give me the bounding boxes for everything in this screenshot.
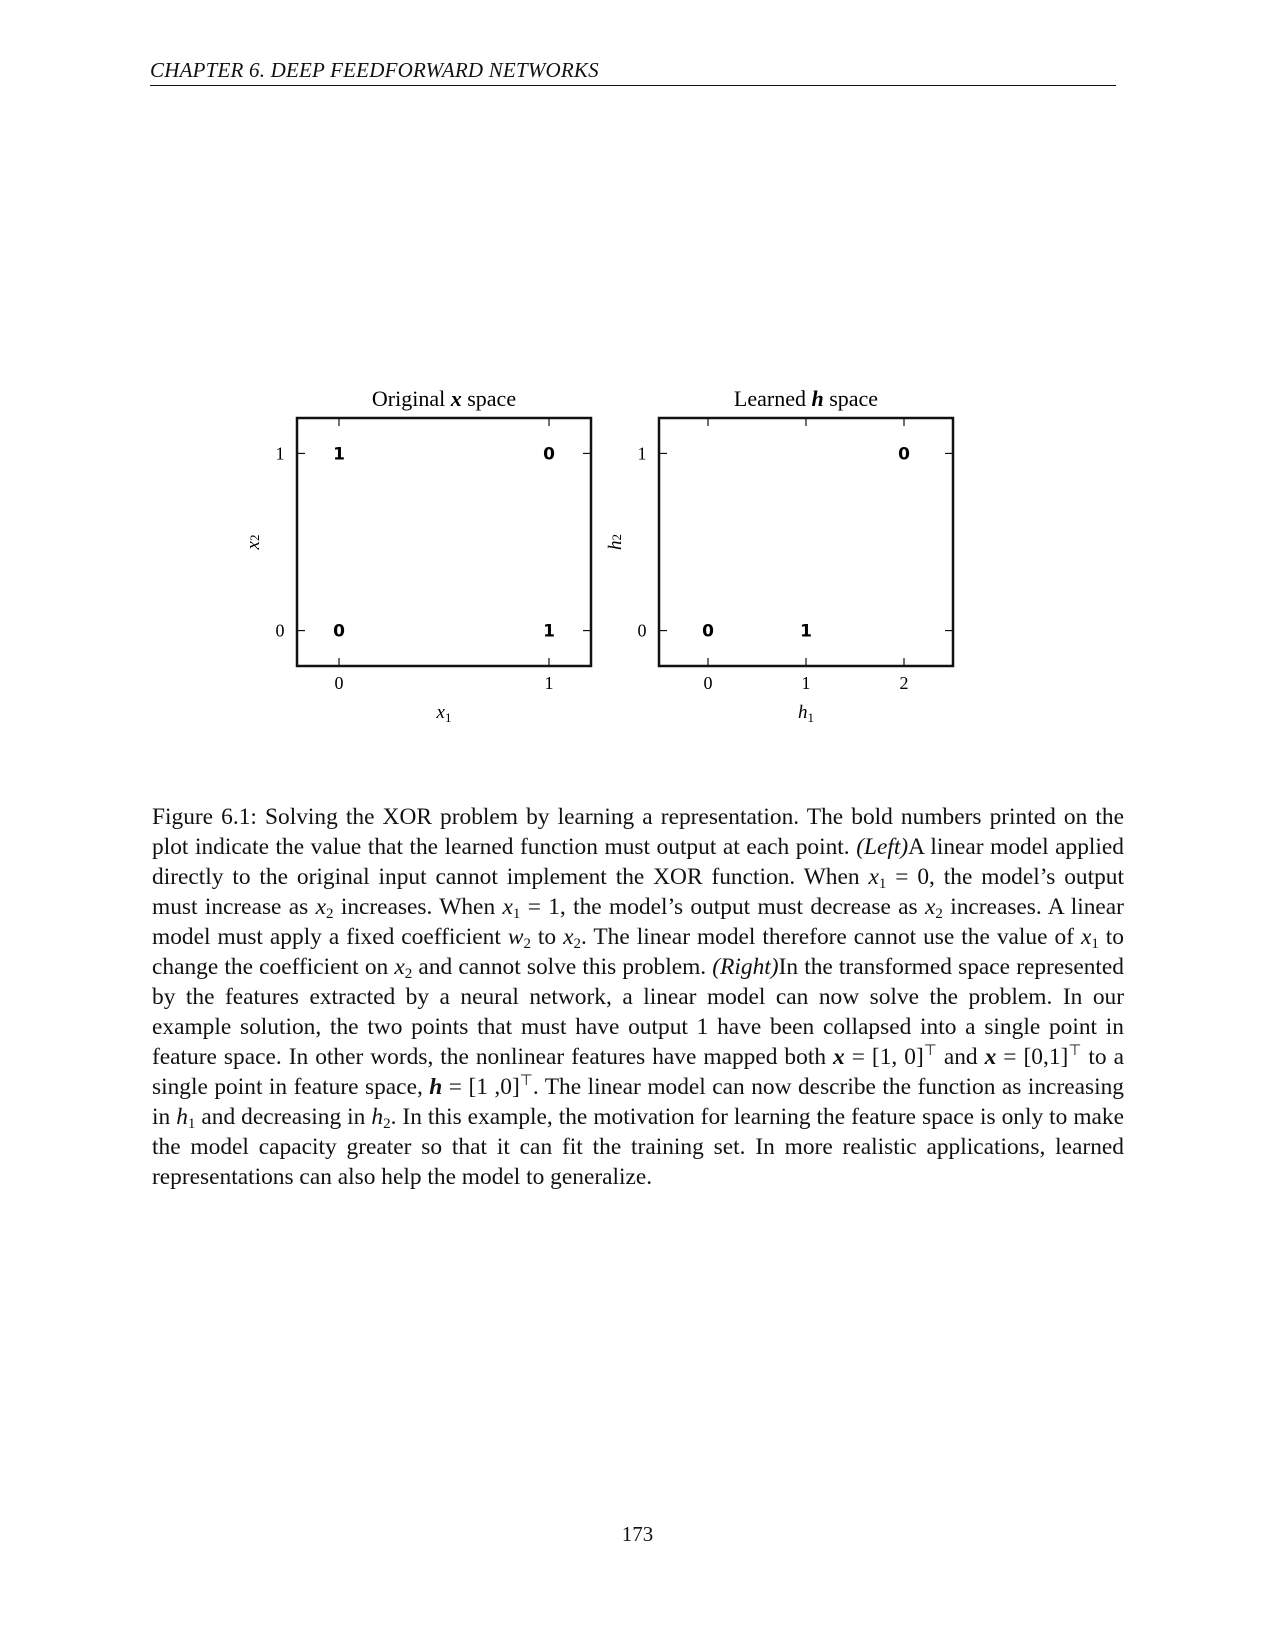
- data-point-label: 0: [898, 444, 910, 464]
- caption-text: and decreasing in: [195, 1104, 372, 1130]
- caption-text: = [1 ,0]: [442, 1074, 520, 1100]
- y-tick-label: 1: [276, 443, 285, 463]
- caption-text: In the transformed space represented by …: [152, 954, 1124, 1070]
- transpose-symbol: ⊤: [923, 1043, 937, 1059]
- x-axis-label-right: h1: [798, 702, 814, 725]
- caption-left-tag: (Left): [856, 834, 909, 860]
- x-tick-label: 2: [900, 673, 909, 693]
- math-var: h: [371, 1104, 384, 1130]
- panel-title-left: Original x space: [372, 386, 516, 411]
- caption-text: = 0, the model’s output must increase as: [152, 864, 1124, 920]
- math-sub: 1: [512, 906, 521, 922]
- x-tick-label: 1: [545, 673, 554, 693]
- y-tick-label: 0: [276, 621, 285, 641]
- data-point-label: 1: [333, 444, 345, 464]
- caption-right-tag: (Right): [712, 954, 779, 980]
- panel-title-right: Learned h space: [734, 386, 878, 411]
- math-var: x: [563, 924, 574, 950]
- x-tick-label: 0: [704, 673, 713, 693]
- caption-text: = 1, the model’s output must decrease as: [520, 894, 925, 920]
- figure-caption: Figure 6.1: Solving the XOR problem by l…: [152, 802, 1124, 1192]
- math-bold-var: x: [984, 1044, 997, 1070]
- caption-text: to a single point in feature space,: [152, 1044, 1124, 1100]
- data-point-label: 1: [800, 622, 812, 642]
- y-tick-label: 1: [638, 443, 647, 463]
- caption-text: . In this example, the motivation for le…: [152, 1104, 1124, 1190]
- y-axis-label-right: h2: [605, 534, 626, 550]
- math-sub: 2: [935, 906, 943, 922]
- math-sub: 1: [878, 876, 887, 892]
- caption-text: to change the coefficient on: [152, 924, 1125, 980]
- caption-text: A linear model applied directly to the o…: [152, 834, 1124, 890]
- figure-6-1: Original x space 0 1 0 1 x1 x2 1 0 0 1 Learned h sp…: [240, 386, 1030, 775]
- data-point-label: 1: [543, 622, 555, 642]
- math-var: x: [1080, 924, 1092, 950]
- caption-text: increases. A linear model must apply a f…: [152, 894, 1124, 950]
- transpose-symbol: ⊤: [1068, 1043, 1082, 1059]
- plot-frame-left: [295, 416, 593, 668]
- math-var: x: [315, 894, 326, 920]
- data-point-label: 0: [702, 622, 714, 642]
- caption-text: Solving the XOR problem by learning a re…: [152, 804, 1124, 860]
- math-var: x: [924, 894, 936, 920]
- caption-text: and cannot solve this problem.: [412, 954, 713, 980]
- data-point-label: 0: [333, 622, 345, 642]
- math-sub: 2: [383, 1116, 391, 1132]
- x-axis-label-left: x1: [436, 702, 452, 725]
- math-var: x: [868, 864, 879, 890]
- y-tick-label: 0: [638, 621, 647, 641]
- caption-text: . The linear model can now describe the …: [152, 1074, 1124, 1130]
- math-sub: 2: [325, 906, 334, 922]
- math-var: w: [507, 924, 524, 950]
- caption-text: = [1, 0]: [844, 1044, 924, 1070]
- running-header: CHAPTER 6. DEEP FEEDFORWARD NETWORKS: [150, 58, 1116, 86]
- caption-figure-label: Figure 6.1:: [152, 804, 257, 830]
- caption-text: to: [530, 924, 564, 950]
- x-tick-label: 0: [335, 673, 344, 693]
- caption-text: . The linear model therefore cannot use …: [580, 924, 1081, 950]
- math-var: x: [394, 954, 405, 980]
- math-sub: 2: [523, 936, 531, 952]
- math-bold-var: x: [833, 1044, 845, 1070]
- math-sub: 1: [1091, 936, 1099, 952]
- page-number: 173: [621, 1522, 654, 1546]
- math-sub: 2: [573, 936, 581, 952]
- caption-text: increases. When: [333, 894, 503, 920]
- y-axis-label-left: x2: [243, 535, 264, 551]
- math-var: x: [502, 894, 513, 920]
- math-sub: 1: [187, 1116, 196, 1132]
- caption-text: and: [936, 1044, 985, 1070]
- caption-text: = [0,1]: [996, 1044, 1069, 1070]
- x-tick-label: 1: [802, 673, 811, 693]
- data-point-label: 0: [543, 444, 555, 464]
- math-bold-var: h: [429, 1074, 443, 1100]
- math-var: h: [176, 1104, 188, 1130]
- math-sub: 2: [404, 966, 413, 982]
- transpose-symbol: ⊤: [519, 1073, 533, 1089]
- xor-figure-svg: Original x space 0 1 0 1 x1 x2 1 0 0 1 Learned h sp…: [243, 386, 955, 725]
